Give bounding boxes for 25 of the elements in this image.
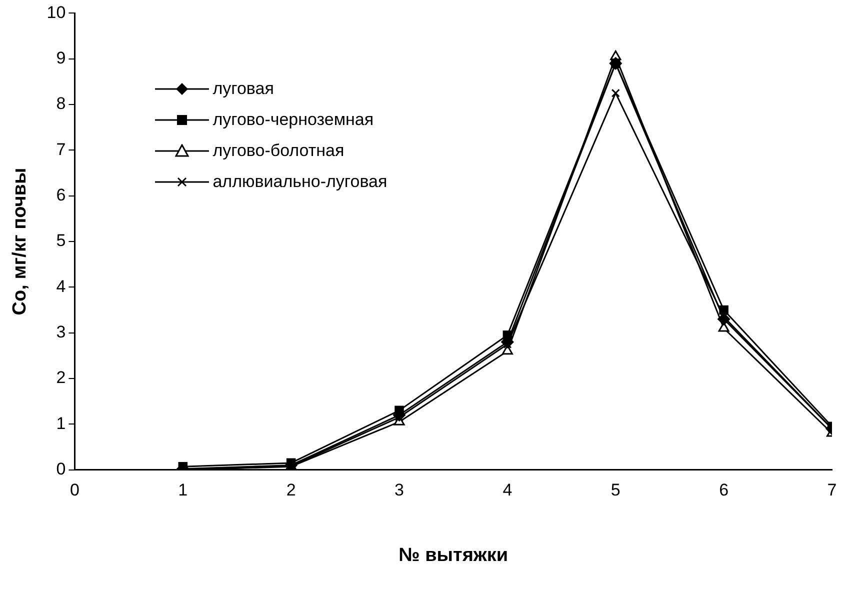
legend-label: лугово-болотная: [212, 140, 344, 161]
x-tick-label: 6: [719, 480, 729, 500]
y-tick-label: 10: [46, 2, 66, 22]
y-tick-label: 5: [56, 231, 66, 250]
y-tick-label: 3: [56, 322, 66, 342]
legend-label: аллювиально-луговая: [212, 172, 388, 192]
x-tick-label: 5: [610, 480, 620, 500]
legend-label: луговая: [212, 78, 274, 99]
y-tick-label: 0: [56, 459, 66, 478]
x-tick-label: 2: [286, 480, 296, 500]
y-tick-label: 9: [56, 48, 66, 68]
y-tick-label: 1: [56, 414, 66, 433]
x-tick-label: 0: [70, 480, 80, 500]
y-tick-label: 4: [56, 276, 66, 296]
x-tick-label: 1: [178, 480, 188, 500]
y-axis-title: Co, мг/кг почвы: [10, 168, 31, 316]
x-tick-label: 7: [827, 480, 837, 500]
legend-label: лугово-черноземная: [212, 110, 374, 130]
y-tick-label: 6: [56, 186, 66, 205]
x-tick-label: 4: [502, 480, 512, 500]
y-tick-label: 7: [56, 140, 66, 159]
x-tick-label: 3: [394, 480, 404, 500]
y-tick-label: 2: [56, 368, 66, 388]
y-tick-label: 8: [56, 94, 66, 114]
x-axis-title: № вытяжки: [398, 544, 508, 566]
